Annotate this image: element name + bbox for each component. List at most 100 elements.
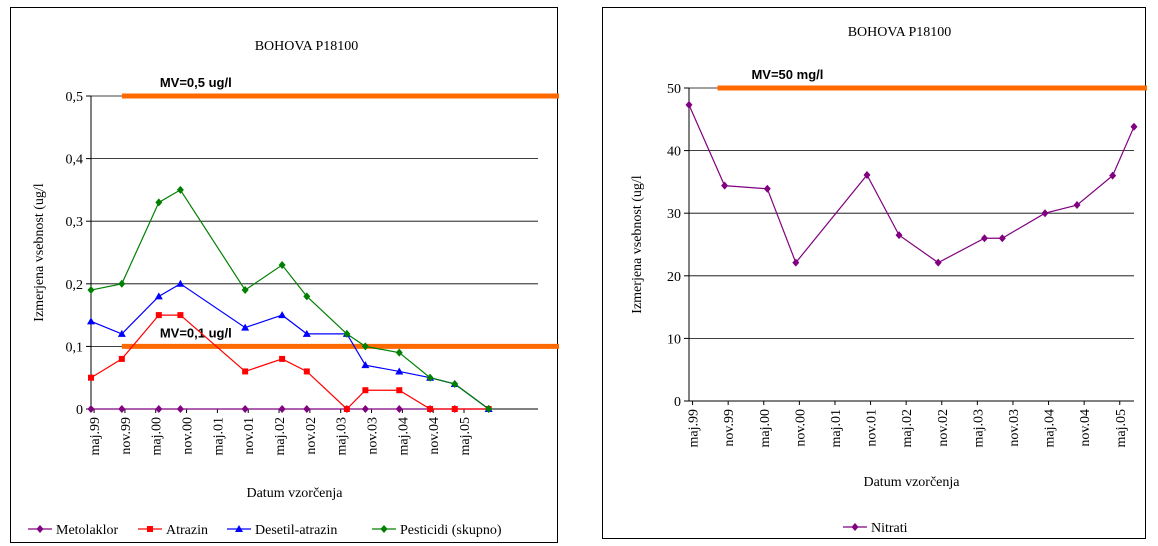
x-tick-label: maj.99	[687, 409, 702, 448]
x-axis-title: Datum vzorčenja	[863, 475, 960, 490]
y-tick-label: 0,5	[66, 90, 84, 105]
data-point	[485, 405, 493, 413]
x-tick-label: maj.02	[900, 409, 915, 448]
data-point	[176, 279, 185, 287]
x-tick-label: nov.00	[181, 417, 196, 455]
data-point	[361, 405, 369, 413]
data-point	[451, 406, 458, 412]
data-point	[362, 387, 369, 394]
data-point	[303, 368, 310, 375]
data-point	[155, 405, 163, 413]
y-tick-label: 0	[674, 395, 681, 410]
data-point	[1073, 201, 1081, 210]
y-tick-label: 0,2	[66, 278, 84, 293]
data-point	[241, 286, 249, 295]
data-point	[395, 348, 403, 357]
x-tick-label: maj.04	[396, 417, 411, 456]
y-tick-label: 0,3	[66, 215, 84, 230]
data-point	[426, 373, 434, 382]
legend: Nitrati	[843, 521, 908, 536]
data-point	[278, 311, 287, 319]
y-tick-label: 40	[667, 145, 681, 160]
x-tick-label: nov.02	[304, 417, 319, 455]
data-point	[241, 323, 250, 331]
data-point	[176, 405, 184, 413]
series-line-Nitrati	[688, 104, 1135, 264]
data-point	[303, 405, 311, 413]
data-point	[792, 258, 800, 267]
data-point	[242, 368, 249, 375]
legend-label: Pesticidi (skupno)	[400, 523, 502, 538]
x-tick-label: nov.04	[1078, 409, 1093, 447]
x-tick-label: nov.02	[936, 409, 951, 447]
x-tick-label: maj.04	[1043, 409, 1058, 448]
x-tick-label: maj.00	[758, 409, 773, 448]
x-tick-label: nov.04	[427, 417, 442, 455]
x-tick-label: maj.05	[1114, 409, 1129, 448]
data-point	[998, 234, 1006, 243]
data-point	[980, 234, 988, 243]
legend-marker	[851, 523, 859, 531]
legend-marker	[380, 525, 388, 533]
data-point	[88, 374, 94, 381]
legend-label: Atrazin	[166, 523, 208, 538]
legend-label: Metolaklor	[56, 523, 119, 538]
chart-title: BOHOVA P18100	[255, 39, 359, 54]
y-tick-label: 0,1	[66, 340, 84, 355]
data-point	[895, 231, 903, 240]
threshold-label: MV=0,5 ug/l	[160, 75, 232, 90]
y-tick-label: 0,4	[66, 153, 84, 168]
data-point	[177, 312, 184, 319]
data-point	[87, 317, 95, 325]
data-point	[685, 100, 693, 109]
y-axis-title: Izmerjena vsebnost (ug/l	[630, 175, 645, 314]
x-tick-label: maj.01	[211, 417, 226, 456]
data-point	[343, 406, 350, 412]
data-point	[278, 261, 286, 270]
data-point	[863, 171, 871, 180]
chart-title: BOHOVA P18100	[848, 25, 952, 40]
data-point	[302, 329, 311, 337]
data-point	[361, 361, 370, 369]
threshold-label: MV=50 mg/l	[751, 67, 823, 82]
pesticides-chart: BOHOVA P18100 0 0,1 0,2 0,3 0,4 0,5 maj.99 nov.9…	[10, 7, 559, 543]
data-point	[361, 342, 369, 351]
threshold-label: MV=0,1 ug/l	[160, 325, 232, 340]
legend-label: Desetil-atrazin	[255, 523, 337, 538]
x-axis-title: Datum vzorčenja	[246, 486, 343, 501]
x-tick-label: nov.03	[1007, 409, 1022, 447]
data-point	[176, 185, 184, 194]
y-tick-label: 30	[667, 207, 681, 222]
data-point	[241, 405, 249, 413]
data-point	[396, 387, 403, 394]
data-point	[451, 379, 459, 388]
legend-marker	[147, 526, 153, 532]
data-point	[395, 405, 403, 413]
x-tick-label: maj.03	[971, 409, 986, 448]
data-point	[279, 355, 286, 362]
x-tick-label: maj.03	[335, 417, 350, 456]
x-tick-label: nov.01	[242, 417, 257, 455]
pesticides-chart-svg: BOHOVA P18100 0 0,1 0,2 0,3 0,4 0,5 maj.99 nov.9…	[28, 39, 559, 538]
x-tick-label: nov.01	[865, 409, 880, 447]
x-tick-label: nov.99	[722, 409, 737, 447]
data-point	[278, 405, 286, 413]
x-tick-label: nov.99	[119, 417, 134, 455]
y-axis-title: Izmerjena vsebnost (ug/l	[32, 183, 47, 322]
data-point	[303, 292, 311, 301]
x-tick-label: nov.00	[793, 409, 808, 447]
data-point	[721, 181, 729, 190]
legend: Metolaklor Atrazin Desetil-atrazin Pesticid…	[28, 523, 502, 538]
data-point	[154, 292, 163, 300]
data-point	[1109, 171, 1117, 180]
data-point	[155, 198, 163, 207]
series-line-Atrazin	[90, 314, 489, 410]
data-point	[118, 355, 125, 362]
y-tick-label: 10	[667, 332, 681, 347]
data-point	[87, 286, 95, 295]
data-point	[117, 329, 126, 337]
data-point	[1130, 122, 1138, 131]
nitrates-chart-svg: BOHOVA P18100 0 10 20 30 40 50 maj.99 nov.99 maj.…	[630, 25, 1147, 536]
data-point	[395, 367, 404, 375]
y-tick-label: 50	[667, 82, 681, 97]
